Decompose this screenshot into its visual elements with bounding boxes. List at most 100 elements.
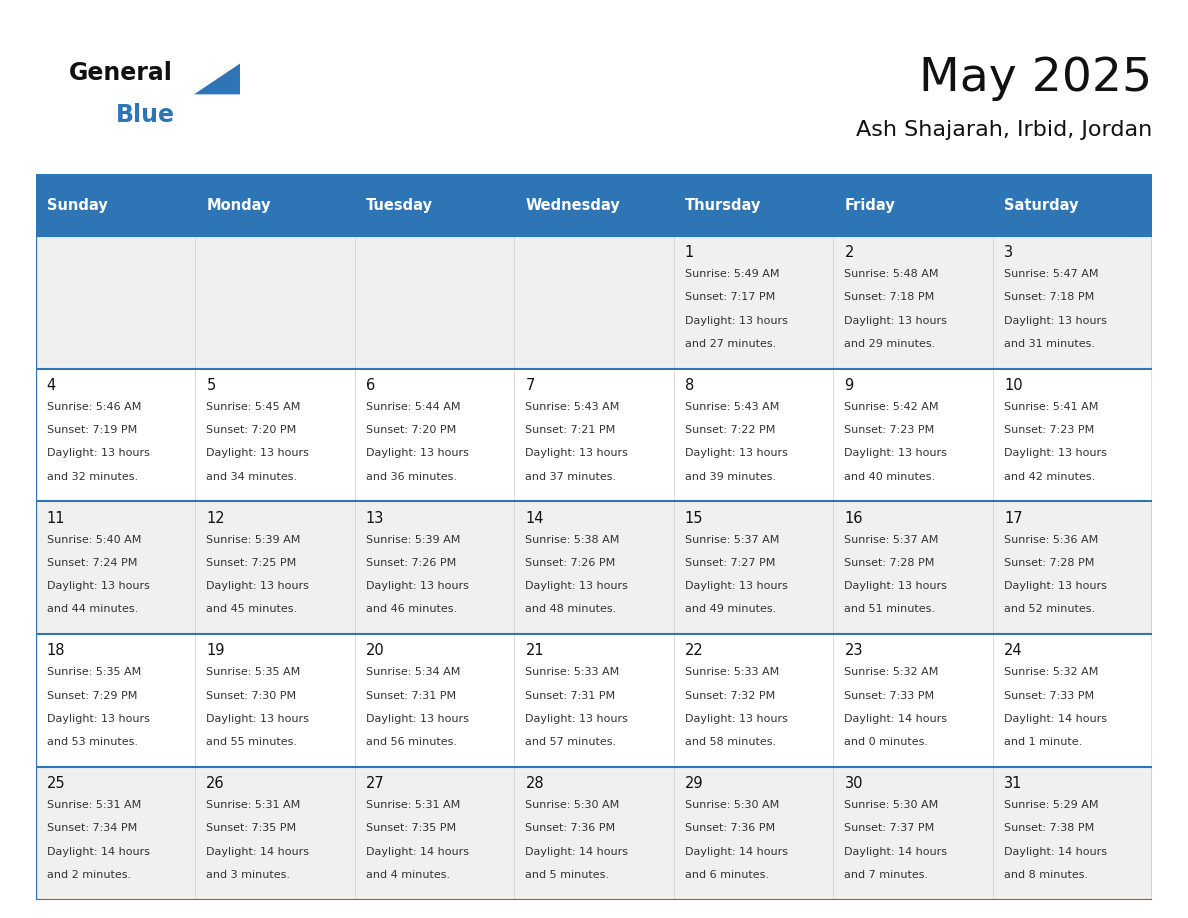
Text: Sunset: 7:20 PM: Sunset: 7:20 PM (366, 425, 456, 435)
Text: and 48 minutes.: and 48 minutes. (525, 604, 617, 614)
Text: and 7 minutes.: and 7 minutes. (845, 869, 929, 879)
Text: Sunset: 7:31 PM: Sunset: 7:31 PM (366, 690, 456, 700)
Text: Sunrise: 5:42 AM: Sunrise: 5:42 AM (845, 402, 939, 412)
Bar (993, 236, 1152, 369)
Bar (674, 501, 833, 634)
Text: Sunrise: 5:33 AM: Sunrise: 5:33 AM (525, 667, 620, 677)
Text: Sunrise: 5:48 AM: Sunrise: 5:48 AM (845, 269, 939, 279)
Text: Sunrise: 5:37 AM: Sunrise: 5:37 AM (845, 534, 939, 544)
Text: 11: 11 (46, 510, 65, 526)
Bar (993, 369, 1152, 501)
Text: Sunrise: 5:31 AM: Sunrise: 5:31 AM (366, 800, 460, 810)
Text: and 40 minutes.: and 40 minutes. (845, 472, 936, 482)
Text: Sunset: 7:27 PM: Sunset: 7:27 PM (685, 558, 776, 568)
Text: 8: 8 (685, 378, 694, 393)
Text: 16: 16 (845, 510, 862, 526)
Text: Sunrise: 5:40 AM: Sunrise: 5:40 AM (46, 534, 141, 544)
Bar (514, 767, 674, 900)
Bar (355, 236, 514, 369)
Text: and 51 minutes.: and 51 minutes. (845, 604, 935, 614)
Text: General: General (69, 61, 172, 84)
Text: Daylight: 13 hours: Daylight: 13 hours (525, 448, 628, 458)
Text: and 56 minutes.: and 56 minutes. (366, 737, 457, 747)
Text: Sunrise: 5:39 AM: Sunrise: 5:39 AM (366, 534, 460, 544)
Text: and 37 minutes.: and 37 minutes. (525, 472, 617, 482)
Text: and 53 minutes.: and 53 minutes. (46, 737, 138, 747)
Text: Daylight: 13 hours: Daylight: 13 hours (1004, 316, 1107, 326)
Text: Daylight: 13 hours: Daylight: 13 hours (207, 714, 309, 723)
Bar (36, 236, 195, 369)
Text: Sunset: 7:32 PM: Sunset: 7:32 PM (685, 690, 776, 700)
Bar (36, 767, 195, 900)
Bar (833, 236, 993, 369)
Text: and 55 minutes.: and 55 minutes. (207, 737, 297, 747)
Text: 27: 27 (366, 777, 385, 791)
Bar (195, 236, 355, 369)
Text: Daylight: 13 hours: Daylight: 13 hours (46, 714, 150, 723)
Text: 4: 4 (46, 378, 56, 393)
Bar (674, 634, 833, 767)
Text: 24: 24 (1004, 644, 1023, 658)
Text: Daylight: 13 hours: Daylight: 13 hours (845, 581, 947, 591)
Text: Sunrise: 5:32 AM: Sunrise: 5:32 AM (1004, 667, 1099, 677)
Text: Daylight: 13 hours: Daylight: 13 hours (46, 448, 150, 458)
Text: Sunrise: 5:38 AM: Sunrise: 5:38 AM (525, 534, 620, 544)
Text: 29: 29 (685, 777, 703, 791)
Text: Sunset: 7:34 PM: Sunset: 7:34 PM (46, 823, 137, 834)
Text: and 57 minutes.: and 57 minutes. (525, 737, 617, 747)
Bar (36, 501, 195, 634)
Text: and 8 minutes.: and 8 minutes. (1004, 869, 1088, 879)
Text: Daylight: 14 hours: Daylight: 14 hours (366, 846, 469, 856)
Text: Daylight: 13 hours: Daylight: 13 hours (845, 448, 947, 458)
Text: Sunset: 7:28 PM: Sunset: 7:28 PM (1004, 558, 1094, 568)
Text: Sunrise: 5:31 AM: Sunrise: 5:31 AM (46, 800, 141, 810)
Text: 18: 18 (46, 644, 65, 658)
Text: 30: 30 (845, 777, 862, 791)
Bar (674, 236, 833, 369)
Text: Sunset: 7:30 PM: Sunset: 7:30 PM (207, 690, 297, 700)
Text: Daylight: 14 hours: Daylight: 14 hours (685, 846, 788, 856)
Text: Daylight: 14 hours: Daylight: 14 hours (1004, 714, 1107, 723)
Text: Sunset: 7:37 PM: Sunset: 7:37 PM (845, 823, 935, 834)
Text: Daylight: 14 hours: Daylight: 14 hours (1004, 846, 1107, 856)
Bar (355, 634, 514, 767)
Text: Sunrise: 5:49 AM: Sunrise: 5:49 AM (685, 269, 779, 279)
Text: and 42 minutes.: and 42 minutes. (1004, 472, 1095, 482)
Text: Sunrise: 5:37 AM: Sunrise: 5:37 AM (685, 534, 779, 544)
Text: Sunset: 7:28 PM: Sunset: 7:28 PM (845, 558, 935, 568)
Text: 6: 6 (366, 378, 375, 393)
Text: Daylight: 14 hours: Daylight: 14 hours (46, 846, 150, 856)
Text: Sunset: 7:33 PM: Sunset: 7:33 PM (845, 690, 935, 700)
Text: Sunset: 7:22 PM: Sunset: 7:22 PM (685, 425, 776, 435)
Text: and 6 minutes.: and 6 minutes. (685, 869, 769, 879)
Text: 3: 3 (1004, 245, 1013, 261)
Bar (355, 767, 514, 900)
Bar (674, 767, 833, 900)
Text: Sunrise: 5:33 AM: Sunrise: 5:33 AM (685, 667, 779, 677)
Text: Daylight: 13 hours: Daylight: 13 hours (366, 581, 469, 591)
Bar (355, 501, 514, 634)
Text: 9: 9 (845, 378, 854, 393)
Text: Sunset: 7:18 PM: Sunset: 7:18 PM (1004, 293, 1094, 302)
Text: 17: 17 (1004, 510, 1023, 526)
Text: 5: 5 (207, 378, 215, 393)
Text: Ash Shajarah, Irbid, Jordan: Ash Shajarah, Irbid, Jordan (857, 120, 1152, 140)
Bar (833, 767, 993, 900)
Text: Daylight: 14 hours: Daylight: 14 hours (845, 714, 948, 723)
Text: Daylight: 13 hours: Daylight: 13 hours (1004, 581, 1107, 591)
Bar (833, 501, 993, 634)
Text: and 36 minutes.: and 36 minutes. (366, 472, 457, 482)
Text: Daylight: 13 hours: Daylight: 13 hours (207, 581, 309, 591)
Text: 20: 20 (366, 644, 385, 658)
Text: and 32 minutes.: and 32 minutes. (46, 472, 138, 482)
Text: Sunset: 7:35 PM: Sunset: 7:35 PM (207, 823, 297, 834)
Bar (355, 174, 514, 236)
Bar (36, 369, 195, 501)
Text: and 45 minutes.: and 45 minutes. (207, 604, 297, 614)
Text: Sunset: 7:20 PM: Sunset: 7:20 PM (207, 425, 297, 435)
Bar (514, 236, 674, 369)
Text: Daylight: 13 hours: Daylight: 13 hours (366, 714, 469, 723)
Text: Sunset: 7:26 PM: Sunset: 7:26 PM (366, 558, 456, 568)
Bar (993, 634, 1152, 767)
Text: Sunrise: 5:30 AM: Sunrise: 5:30 AM (845, 800, 939, 810)
